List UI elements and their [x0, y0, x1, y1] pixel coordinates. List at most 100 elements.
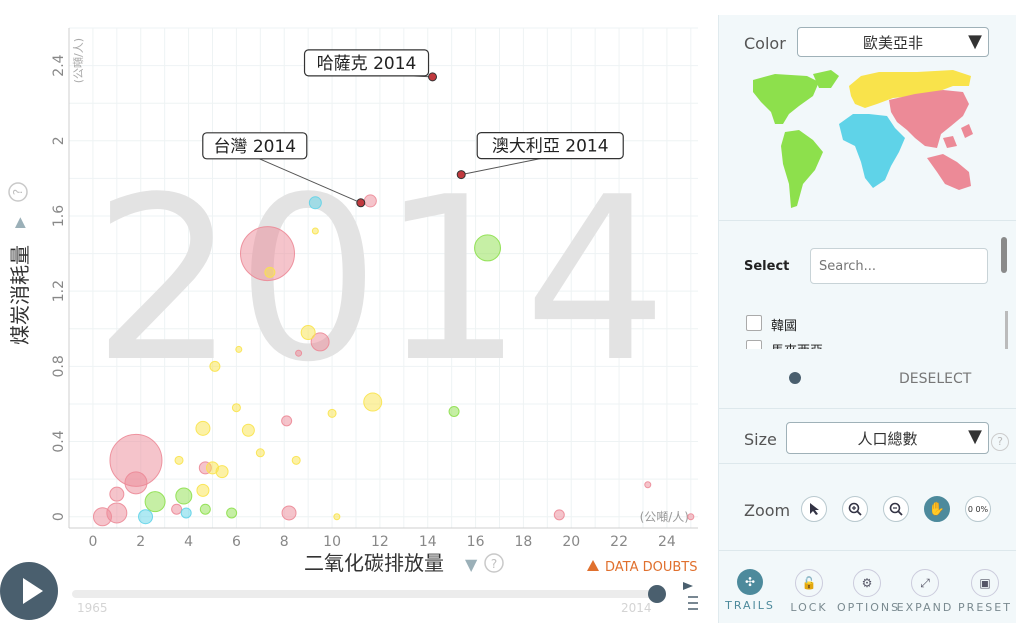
data-bubble[interactable] — [363, 392, 383, 412]
zoom-in-button[interactable] — [842, 496, 868, 522]
x-axis-title[interactable]: 二氧化碳排放量 — [304, 551, 444, 575]
lock-icon: 🔓 — [795, 569, 823, 597]
divider — [719, 408, 1016, 409]
y-tick-label: 2 — [51, 136, 67, 145]
speed-menu-icon[interactable] — [683, 582, 698, 610]
data-bubble[interactable] — [281, 505, 297, 521]
slider-start-year: 1965 — [77, 601, 108, 615]
data-bubble[interactable] — [199, 503, 211, 515]
list-item-label-0[interactable]: 韓國 — [771, 319, 798, 334]
data-bubble[interactable] — [308, 196, 322, 210]
expand-button[interactable]: ⤢ EXPAND — [895, 569, 955, 614]
data-bubble[interactable] — [363, 194, 377, 208]
data-bubble[interactable] — [264, 266, 276, 278]
data-bubble[interactable] — [644, 481, 652, 489]
data-bubble[interactable] — [295, 349, 303, 357]
time-slider-track[interactable] — [72, 590, 657, 598]
data-bubble[interactable] — [195, 420, 211, 436]
trails-icon: ✣ — [737, 569, 763, 595]
y-axis-chevron-icon[interactable]: ▶ — [12, 217, 28, 228]
checkbox-item-1[interactable] — [746, 340, 762, 349]
data-bubble[interactable] — [241, 423, 255, 437]
data-bubble[interactable] — [333, 513, 341, 521]
data-bubble[interactable] — [687, 513, 695, 521]
deselect-button[interactable]: DESELECT — [899, 371, 972, 387]
selected-dot-icon — [789, 372, 801, 384]
x-help-icon[interactable] — [484, 553, 504, 573]
data-bubble[interactable] — [175, 487, 193, 505]
data-bubble[interactable] — [474, 234, 502, 262]
data-bubble[interactable] — [180, 507, 192, 519]
data-bubble[interactable] — [144, 491, 166, 513]
highlight-label-box[interactable] — [202, 132, 308, 160]
highlighted-bubble[interactable] — [428, 72, 438, 82]
data-bubble[interactable] — [300, 325, 316, 341]
data-bubble[interactable] — [553, 509, 565, 521]
zoom-reset-button[interactable]: 0 0% — [965, 496, 991, 522]
options-button[interactable]: ⚙ OPTIONS — [837, 569, 898, 614]
data-bubble[interactable] — [92, 507, 112, 527]
map-asia — [889, 90, 971, 190]
list-item-label-1[interactable]: 馬來西亞 — [771, 340, 823, 349]
warning-icon[interactable] — [587, 560, 599, 571]
preset-button[interactable]: ▣ PRESET — [953, 569, 1016, 614]
data-bubble[interactable] — [240, 226, 296, 282]
data-bubble[interactable] — [171, 503, 183, 515]
data-bubble[interactable] — [174, 455, 184, 465]
data-bubble[interactable] — [138, 509, 154, 525]
lock-button[interactable]: 🔓 LOCK — [779, 569, 839, 614]
data-bubble[interactable] — [311, 227, 319, 235]
map-europe — [849, 70, 971, 108]
data-bubble[interactable] — [291, 455, 301, 465]
highlight-label-box[interactable] — [303, 49, 430, 77]
highlight-labels: 哈薩克 2014 台灣 2014 澳大利亞 2014 — [202, 49, 624, 208]
data-bubble[interactable] — [255, 448, 265, 458]
size-help-icon[interactable]: ? — [991, 433, 1009, 451]
highlight-label-text: 台灣 2014 — [213, 137, 296, 157]
pointer-tool-button[interactable] — [801, 496, 827, 522]
color-select[interactable]: 歐美亞非 ▼ — [797, 27, 989, 57]
data-bubble[interactable] — [196, 483, 210, 497]
data-doubts-link[interactable]: DATA DOUBTS — [605, 560, 698, 575]
x-axis-chevron-icon[interactable]: ▼ — [465, 555, 478, 574]
data-bubble[interactable] — [281, 415, 293, 427]
expand-label: EXPAND — [896, 601, 954, 614]
x-tick-label: 12 — [371, 534, 389, 550]
highlight-label-text: 澳大利亞 2014 — [492, 137, 609, 157]
data-bubble[interactable] — [310, 332, 330, 352]
size-select[interactable]: 人口總數 ▼ — [786, 422, 989, 454]
gear-icon: ⚙ — [853, 569, 881, 597]
list-scrollbar-thumb[interactable] — [1001, 237, 1007, 273]
x-tick-label: 16 — [467, 534, 485, 550]
data-bubble[interactable] — [327, 408, 337, 418]
data-bubble[interactable] — [226, 507, 238, 519]
highlighted-bubble[interactable] — [456, 170, 466, 180]
data-bubble[interactable] — [235, 345, 243, 353]
pan-tool-button[interactable]: ✋ — [924, 496, 950, 522]
highlight-label-box[interactable] — [476, 132, 624, 160]
x-tick-label: 20 — [562, 534, 580, 550]
data-bubble[interactable] — [215, 465, 229, 479]
world-map-legend[interactable] — [747, 68, 985, 216]
map-islands — [943, 124, 973, 148]
time-slider-handle[interactable] — [648, 585, 666, 603]
preset-icon: ▣ — [971, 569, 999, 597]
data-bubble[interactable] — [231, 403, 241, 413]
checkbox-item-0[interactable] — [746, 315, 762, 331]
zoom-out-button[interactable] — [883, 496, 909, 522]
trails-button[interactable]: ✣ TRAILS — [720, 569, 780, 612]
bubble-layer — [92, 194, 695, 527]
inner-scrollbar[interactable] — [1005, 311, 1008, 349]
trails-label: TRAILS — [725, 599, 775, 612]
data-bubble[interactable] — [124, 471, 148, 495]
y-tick-label: 0.8 — [51, 355, 67, 377]
y-help-icon[interactable] — [8, 182, 28, 202]
data-bubble[interactable] — [109, 486, 125, 502]
search-input[interactable] — [810, 248, 988, 284]
x-tick-label: 0 — [88, 534, 97, 550]
data-bubble[interactable] — [448, 405, 460, 417]
data-bubble[interactable] — [209, 360, 221, 372]
bubble-chart: 2014 0 2 4 6 8 10 12 14 16 18 20 22 2400.40.81.21.62… — [0, 27, 698, 620]
highlighted-bubble[interactable] — [356, 198, 366, 208]
y-axis-title[interactable]: 煤炭消耗量 — [8, 245, 32, 345]
